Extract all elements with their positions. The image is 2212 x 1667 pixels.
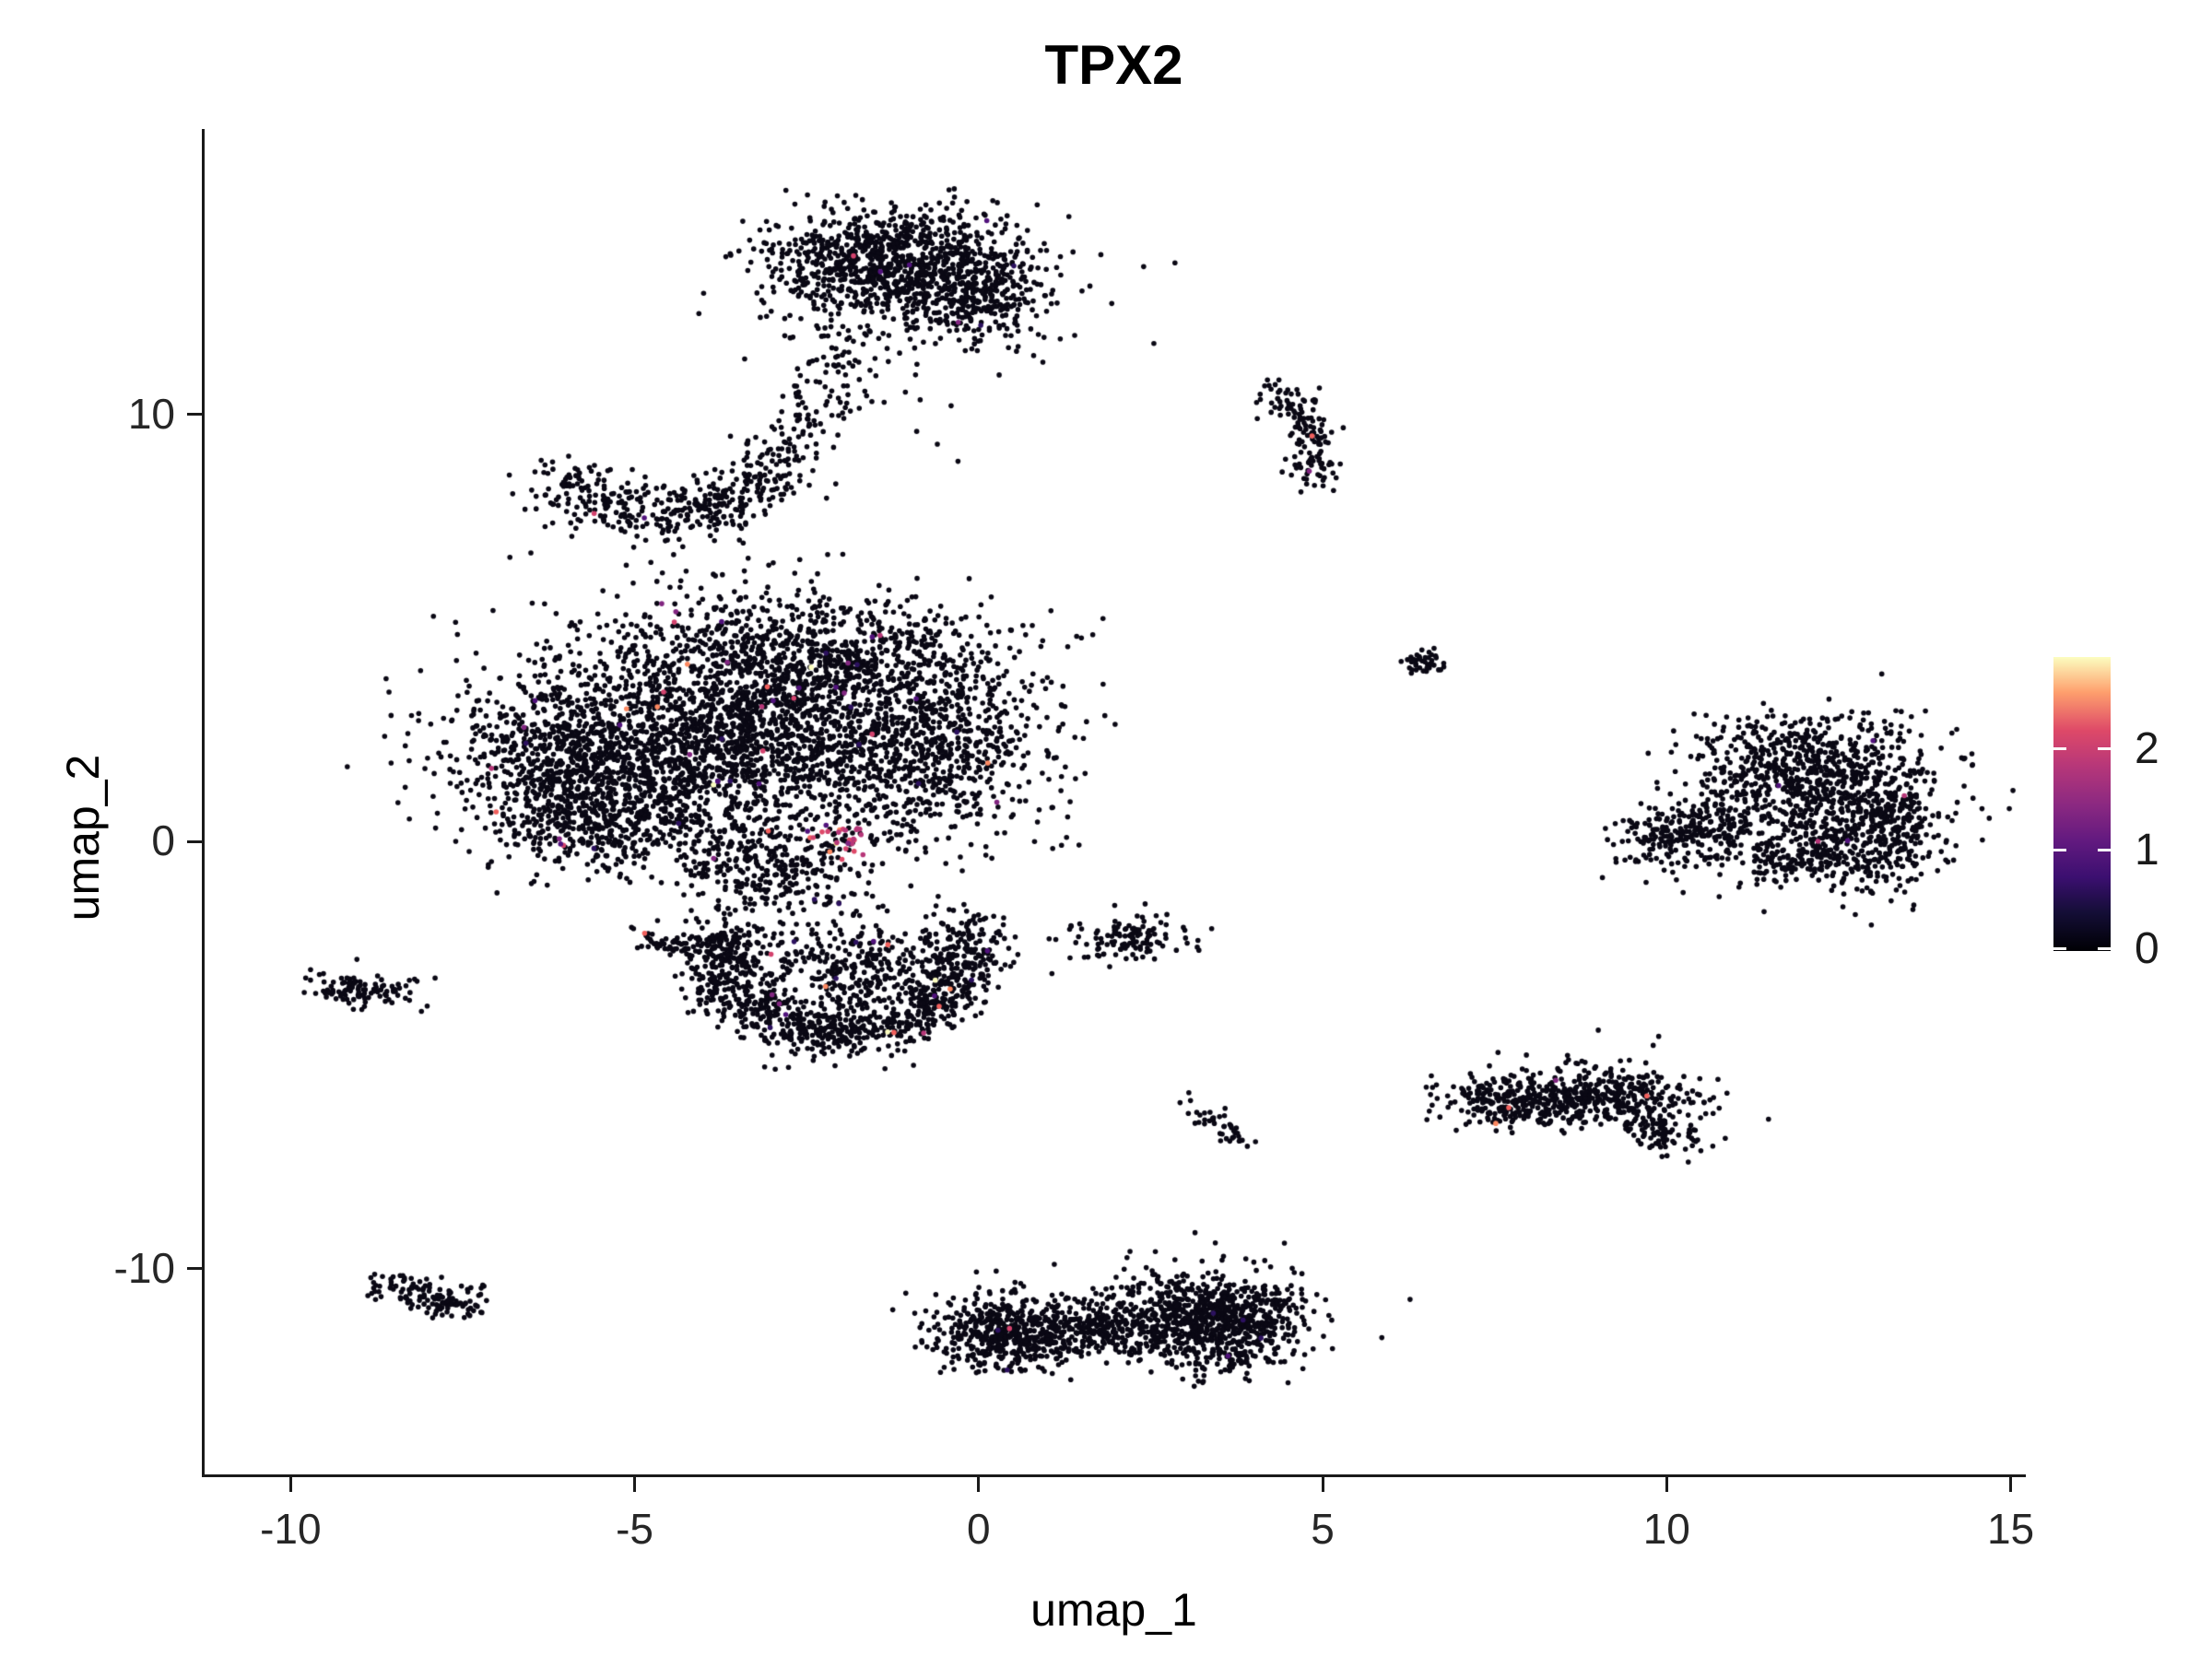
x-tick-label: 0 (967, 1505, 991, 1553)
x-tick-label: -5 (616, 1505, 654, 1553)
x-tick-mark (1321, 1477, 1324, 1492)
y-tick-mark (187, 1267, 202, 1271)
plot-title: TPX2 (1044, 34, 1183, 96)
x-tick-mark (1665, 1477, 1668, 1492)
x-tick-mark (288, 1477, 292, 1492)
x-axis-line (202, 1474, 2026, 1477)
colorbar-tick-mark (2053, 848, 2066, 851)
colorbar-tick-mark (2098, 946, 2111, 950)
colorbar-tick-label: 1 (2135, 826, 2159, 875)
scatter-plot-canvas (205, 129, 2023, 1474)
y-tick-mark (187, 839, 202, 843)
colorbar-tick-label: 0 (2135, 924, 2159, 973)
x-tick-label: -10 (260, 1505, 322, 1553)
colorbar-tick-mark (2098, 746, 2111, 750)
colorbar-legend (2053, 657, 2111, 951)
y-axis-line (202, 129, 205, 1477)
x-tick-label: 10 (1642, 1505, 1690, 1553)
y-tick-label: -10 (113, 1243, 175, 1292)
x-tick-label: 5 (1311, 1505, 1335, 1553)
colorbar-tick-mark (2053, 946, 2066, 950)
x-tick-mark (977, 1477, 981, 1492)
colorbar-tick-mark (2053, 746, 2066, 750)
colorbar-tick-label: 2 (2135, 724, 2159, 773)
x-axis-label: umap_1 (1030, 1584, 1197, 1636)
y-tick-mark (187, 413, 202, 417)
y-tick-label: 0 (151, 816, 175, 865)
x-tick-mark (633, 1477, 637, 1492)
x-tick-label: 15 (1986, 1505, 2035, 1553)
colorbar-tick-mark (2098, 848, 2111, 851)
y-tick-label: 10 (127, 389, 175, 438)
x-tick-mark (2009, 1477, 2013, 1492)
